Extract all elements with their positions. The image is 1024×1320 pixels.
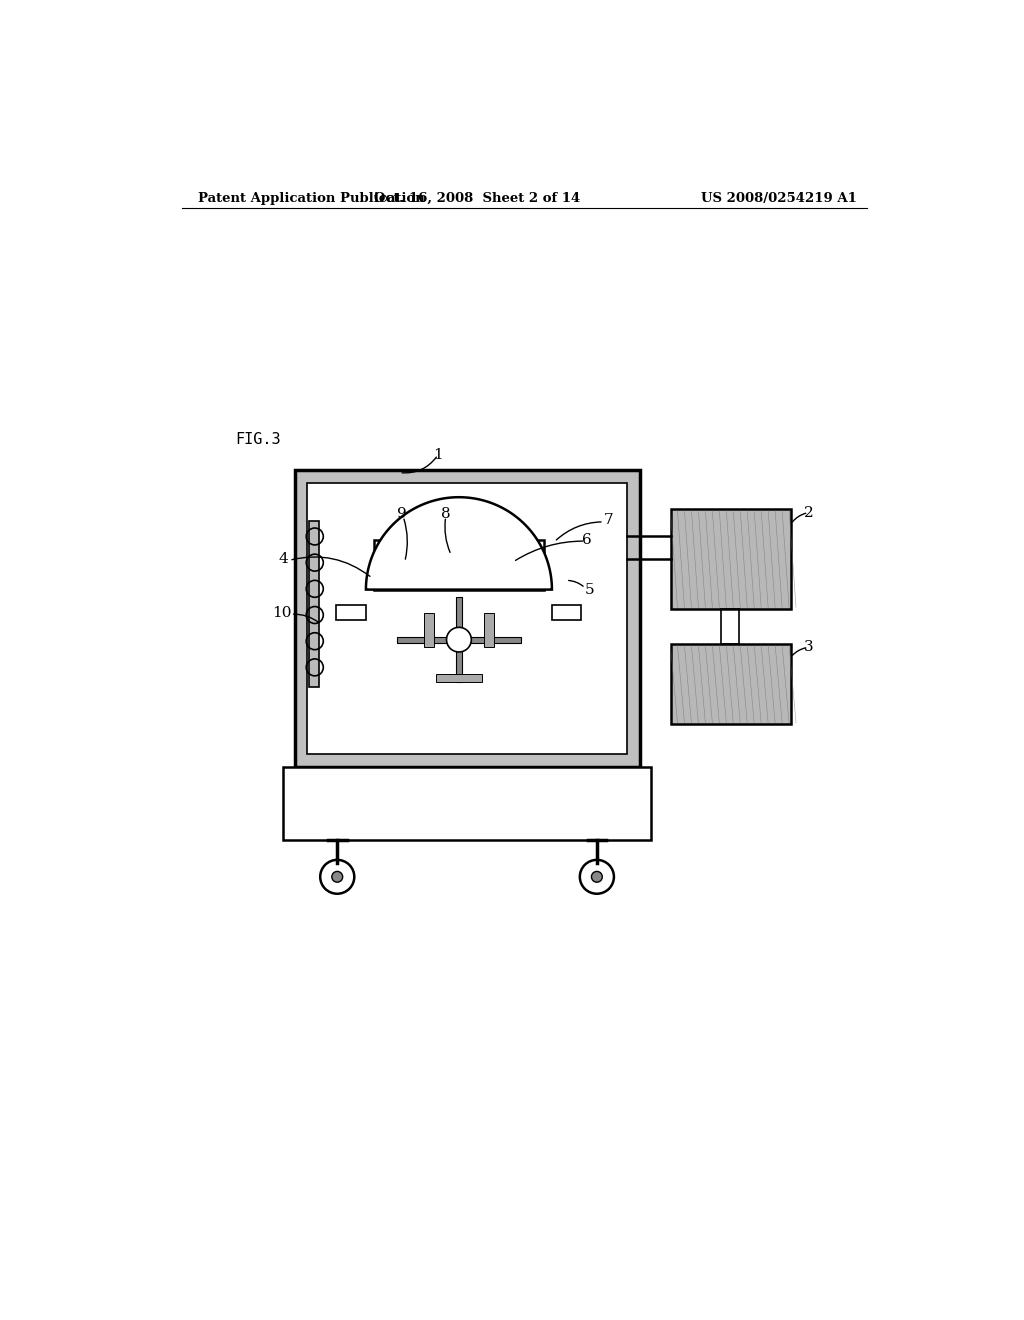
Circle shape [505,553,521,570]
Text: 10: 10 [271,606,291,619]
Circle shape [592,871,602,882]
Polygon shape [671,644,791,725]
Text: 5: 5 [585,582,594,597]
Text: 8: 8 [441,507,451,521]
Polygon shape [337,605,366,620]
Polygon shape [307,483,627,755]
Polygon shape [366,498,552,590]
Polygon shape [671,508,791,609]
Polygon shape [308,521,319,686]
Polygon shape [552,605,582,620]
Text: 4: 4 [279,552,288,566]
Polygon shape [397,636,521,643]
Polygon shape [295,470,640,767]
Polygon shape [374,540,544,590]
Polygon shape [483,612,494,647]
Circle shape [580,859,614,894]
Polygon shape [283,767,651,840]
Text: 6: 6 [582,532,592,546]
Text: 3: 3 [804,640,813,655]
Text: 2: 2 [804,506,813,520]
Polygon shape [435,675,482,682]
Text: 7: 7 [604,513,613,527]
Circle shape [321,859,354,894]
Text: 9: 9 [396,507,407,521]
Polygon shape [456,598,462,682]
Circle shape [332,871,343,882]
Polygon shape [424,612,434,647]
Circle shape [446,627,471,652]
Text: FIG.3: FIG.3 [234,432,281,447]
Polygon shape [420,552,498,573]
Circle shape [396,553,414,570]
Text: Oct. 16, 2008  Sheet 2 of 14: Oct. 16, 2008 Sheet 2 of 14 [374,191,580,205]
Text: 1: 1 [433,447,442,462]
Text: US 2008/0254219 A1: US 2008/0254219 A1 [700,191,856,205]
Text: Patent Application Publication: Patent Application Publication [198,191,425,205]
